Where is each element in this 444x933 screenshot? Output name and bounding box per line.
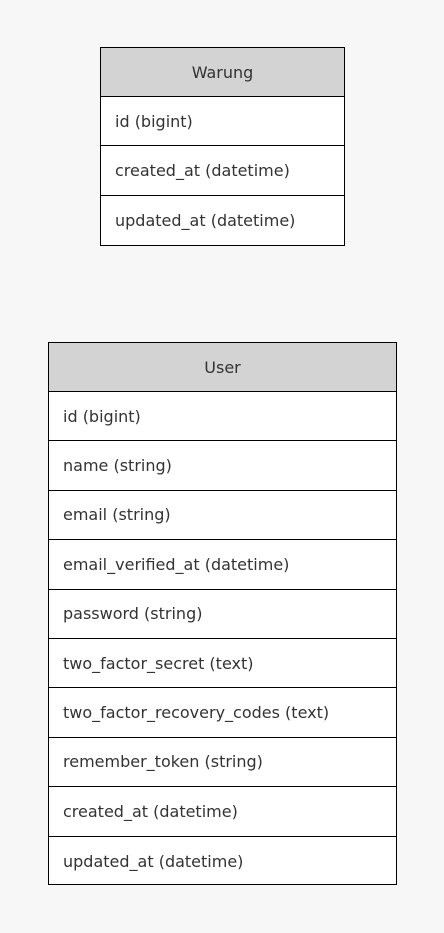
field-row: updated_at (datetime) xyxy=(63,851,244,871)
field-row: email (string) xyxy=(49,491,396,541)
field-row: name (string) xyxy=(49,441,396,491)
field-row: id (bigint) xyxy=(101,97,344,147)
field-row: updated_at (datetime) xyxy=(115,210,296,230)
entity-warung: Warung id (bigint) created_at (datetime)… xyxy=(100,47,345,246)
entity-title: User xyxy=(49,343,396,392)
field-row: two_factor_recovery_codes (text) xyxy=(49,688,396,738)
entity-user: User id (bigint) name (string) email (st… xyxy=(48,342,397,885)
field-row: password (string) xyxy=(49,590,396,639)
field-row: id (bigint) xyxy=(49,392,396,442)
field-row: remember_token (string) xyxy=(49,738,396,788)
field-row: created_at (datetime) xyxy=(49,787,396,837)
entity-title: Warung xyxy=(101,48,344,97)
field-row: email_verified_at (datetime) xyxy=(49,540,396,590)
field-row: two_factor_secret (text) xyxy=(49,639,396,689)
field-row: created_at (datetime) xyxy=(101,146,344,196)
